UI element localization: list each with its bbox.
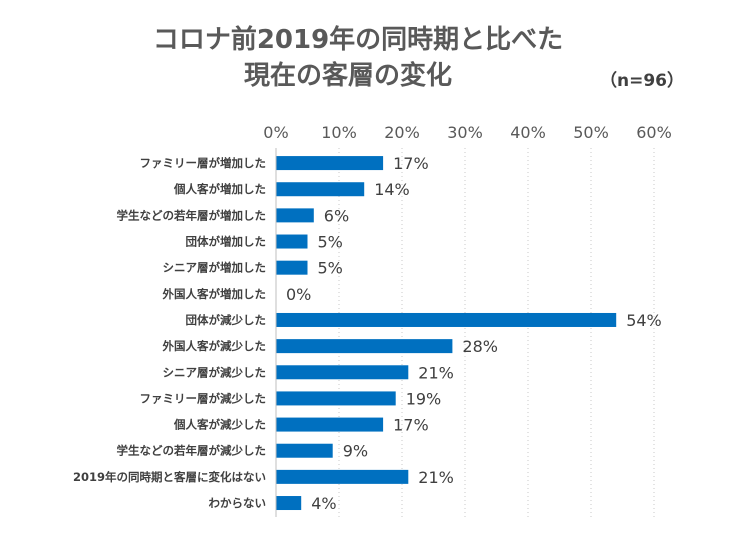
value-label: 5% <box>318 233 343 252</box>
value-label: 17% <box>393 154 429 173</box>
bar <box>276 182 365 197</box>
x-tick-label: 10% <box>321 123 357 142</box>
bar <box>276 156 384 171</box>
x-tick-label: 40% <box>510 123 546 142</box>
category-label: わからない <box>209 496 267 510</box>
value-label: 0% <box>286 285 311 304</box>
bar <box>276 443 333 458</box>
bar <box>276 417 384 432</box>
x-tick-label: 0% <box>263 123 288 142</box>
category-label: 学生などの若年層が減少した <box>117 444 267 458</box>
bar <box>276 260 308 275</box>
value-label: 4% <box>311 494 336 513</box>
value-label: 14% <box>374 180 410 199</box>
value-label: 6% <box>324 206 349 225</box>
bar <box>276 365 409 380</box>
bar <box>276 339 453 354</box>
value-label: 21% <box>418 363 454 382</box>
value-label: 54% <box>626 311 662 330</box>
bar <box>276 391 396 406</box>
category-label: 2019年の同時期と客層に変化はない <box>73 470 266 484</box>
bar <box>276 496 302 511</box>
x-tick-label: 20% <box>384 123 420 142</box>
category-label: 個人客が増加した <box>173 182 266 196</box>
bar <box>276 208 314 223</box>
value-label: 21% <box>418 468 454 487</box>
chart-title-line2: 現在の客層の変化 <box>243 61 452 91</box>
value-label: 9% <box>343 442 368 461</box>
sample-size-note: （n=96） <box>600 71 685 91</box>
chart-title-line1: コロナ前2019年の同時期と比べた <box>152 25 564 55</box>
x-tick-label: 30% <box>447 123 483 142</box>
category-label: シニア層が減少した <box>163 365 267 379</box>
category-label: 団体が増加した <box>186 235 267 249</box>
bar <box>276 312 617 327</box>
bar <box>276 234 308 249</box>
value-label: 28% <box>462 337 498 356</box>
category-label: 外国人客が減少した <box>162 339 267 353</box>
category-label: 団体が減少した <box>186 313 267 327</box>
bar <box>276 469 409 484</box>
value-label: 19% <box>406 389 442 408</box>
value-label: 5% <box>318 259 343 278</box>
x-tick-label: 60% <box>636 123 672 142</box>
category-label: シニア層が増加した <box>163 261 267 275</box>
category-label: 個人客が減少した <box>173 418 266 432</box>
value-label: 17% <box>393 416 429 435</box>
x-tick-label: 50% <box>573 123 609 142</box>
category-label: ファミリー層が減少した <box>140 391 267 405</box>
category-label: 学生などの若年層が増加した <box>117 208 267 222</box>
category-label: ファミリー層が増加した <box>140 156 267 170</box>
category-label: 外国人客が増加した <box>162 287 267 301</box>
